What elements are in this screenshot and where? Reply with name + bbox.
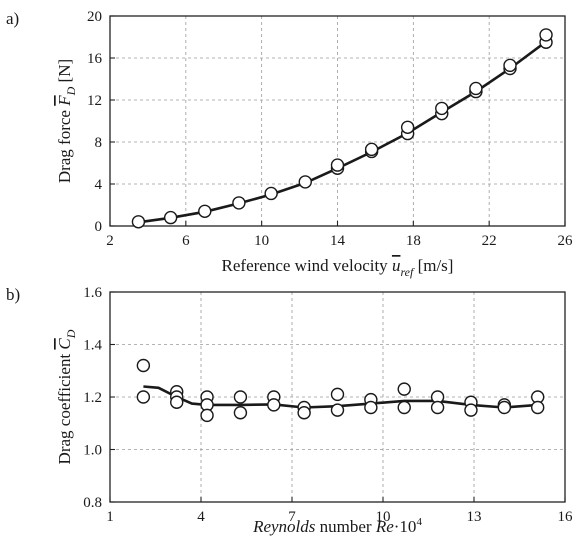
y-tick-label: 1.0	[83, 443, 102, 459]
data-point	[330, 403, 345, 417]
x-tick-label: 10	[376, 509, 391, 525]
data-point	[364, 142, 379, 157]
data-point	[330, 387, 345, 402]
data-point	[497, 400, 512, 415]
data-point	[400, 120, 415, 135]
y-tick-label: 8	[95, 135, 103, 151]
data-point	[232, 196, 246, 210]
x-tick-label: 2	[106, 233, 114, 249]
x-tick-label: 22	[482, 233, 497, 249]
y-tick-label: 1.6	[83, 285, 102, 301]
panel-label: a)	[6, 9, 19, 28]
y-axis-label: Drag coefficient CD	[55, 329, 78, 464]
data-point	[198, 204, 212, 219]
data-point	[435, 101, 449, 116]
data-point	[539, 28, 553, 42]
x-tick-label: 1	[106, 509, 114, 525]
data-point	[469, 81, 483, 96]
data-point	[397, 382, 411, 396]
data-point	[264, 186, 278, 201]
data-point	[267, 398, 281, 412]
data-point	[503, 58, 517, 73]
x-tick-label: 4	[197, 509, 205, 525]
x-tick-label: 7	[288, 509, 296, 525]
y-tick-label: 20	[87, 9, 102, 25]
data-point	[298, 175, 312, 189]
data-point	[364, 400, 378, 415]
data-point	[233, 390, 248, 404]
fit-line	[138, 40, 547, 224]
panel-label: b)	[6, 285, 20, 304]
x-tick-label: 13	[467, 509, 482, 525]
y-tick-label: 12	[87, 93, 102, 109]
data-point	[233, 406, 248, 420]
x-tick-label: 16	[558, 509, 574, 525]
data-point	[430, 400, 445, 415]
data-point	[136, 358, 151, 373]
data-point	[170, 395, 184, 409]
data-point	[531, 400, 545, 415]
data-point	[464, 403, 478, 417]
x-tick-label: 14	[330, 233, 346, 249]
y-tick-label: 1.2	[83, 390, 102, 406]
data-point	[397, 400, 411, 415]
x-tick-label: 6	[182, 233, 190, 249]
y-axis-label: Drag force FD [N]	[55, 59, 78, 183]
data-point	[136, 390, 151, 404]
data-point	[297, 406, 311, 420]
y-tick-label: 0.8	[83, 495, 102, 511]
data-point	[131, 215, 146, 229]
x-tick-label: 18	[406, 233, 421, 249]
y-tick-label: 0	[95, 219, 103, 235]
x-axis-label: Reference wind velocity uref [m/s]	[222, 256, 454, 279]
x-tick-label: 10	[254, 233, 269, 249]
x-tick-label: 26	[558, 233, 574, 249]
y-tick-label: 16	[87, 51, 103, 67]
y-tick-label: 1.4	[83, 338, 102, 354]
data-point	[163, 210, 178, 225]
x-axis-label: Reynolds number Re·104	[252, 516, 422, 536]
data-point	[200, 408, 214, 423]
y-tick-label: 4	[95, 177, 103, 193]
data-point	[330, 158, 345, 172]
panel-b: b) 1 4 7 10 13 16 0.8 1.0 1.2 1.4 1.6 Reynolds numb…	[6, 285, 573, 536]
